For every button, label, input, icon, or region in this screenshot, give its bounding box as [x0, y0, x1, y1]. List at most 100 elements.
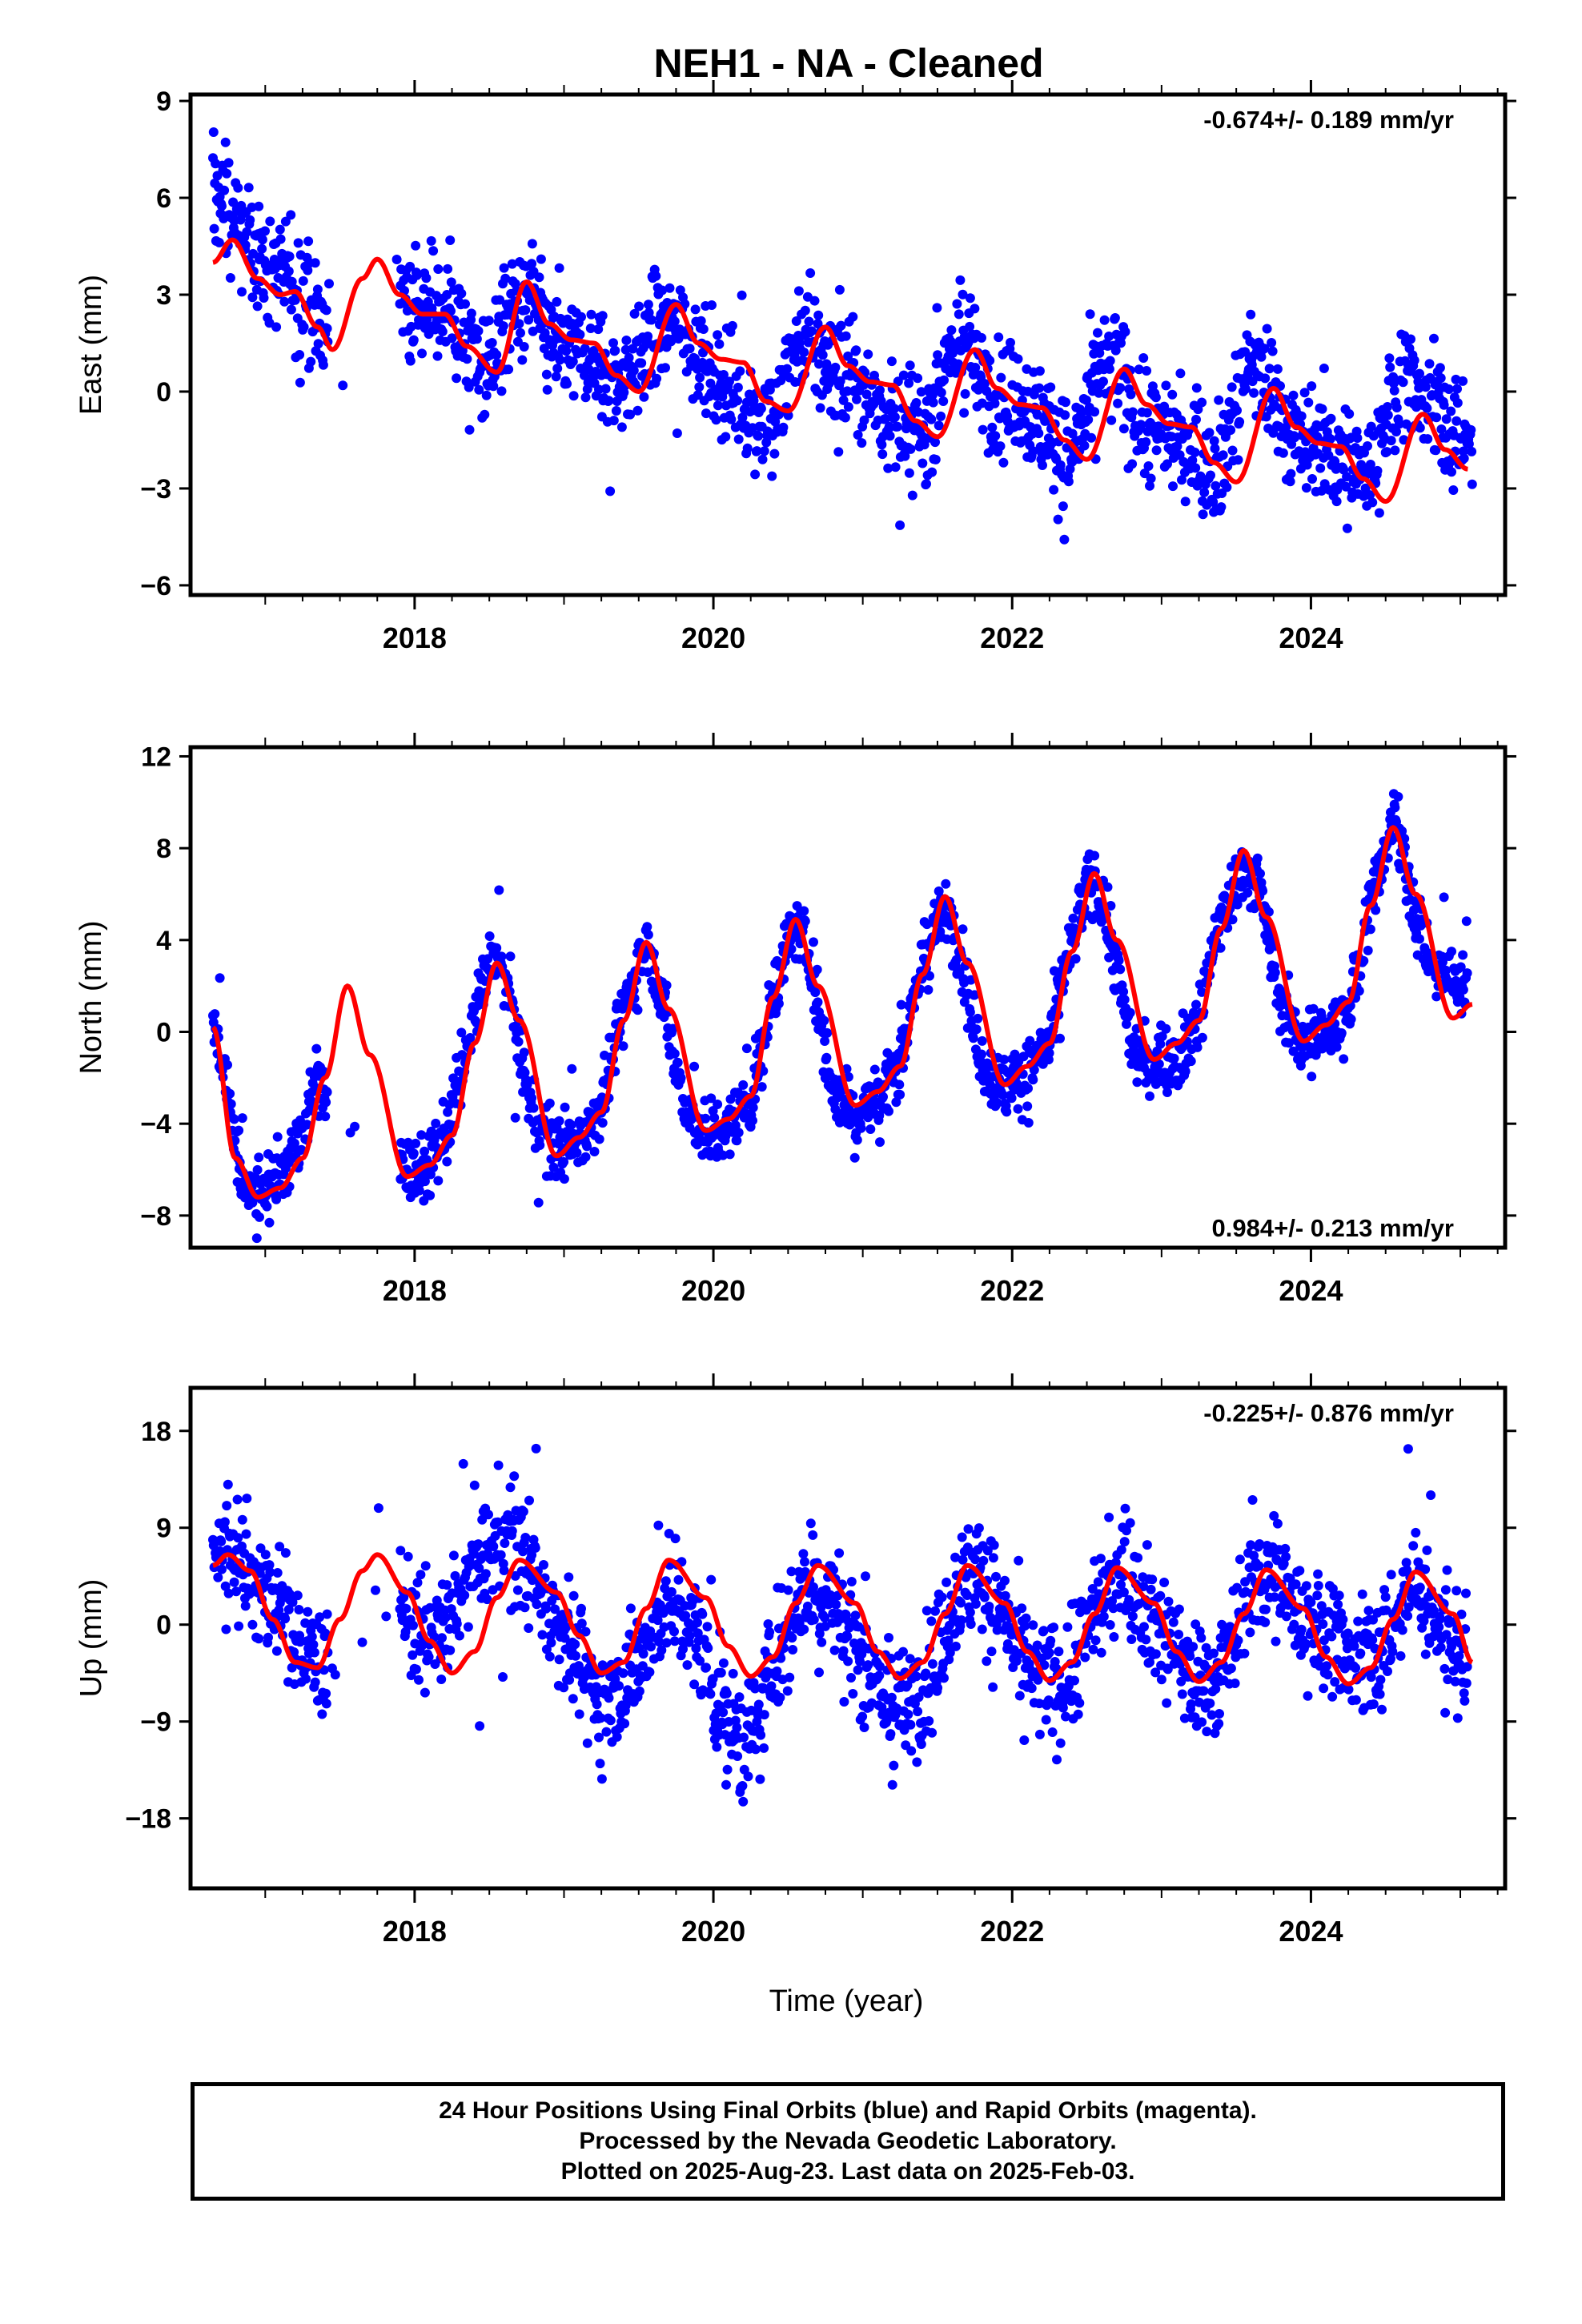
data-point	[1467, 479, 1477, 489]
data-point	[1104, 1512, 1114, 1522]
data-point	[403, 1551, 413, 1562]
data-point	[1216, 903, 1227, 912]
data-point	[986, 1647, 997, 1657]
data-point	[952, 299, 962, 309]
data-point	[1104, 332, 1114, 341]
data-point	[225, 273, 235, 283]
data-point	[257, 243, 267, 254]
data-point	[821, 1052, 832, 1063]
data-point	[812, 964, 822, 975]
data-point	[1260, 373, 1271, 384]
data-point	[540, 328, 550, 338]
data-point	[978, 1555, 989, 1566]
data-point	[620, 1719, 630, 1729]
data-point	[428, 246, 439, 256]
data-point	[804, 316, 814, 327]
data-point	[580, 1626, 591, 1637]
data-point	[1145, 480, 1154, 491]
data-point	[568, 1694, 578, 1704]
data-point	[1435, 373, 1446, 384]
data-point	[420, 1146, 430, 1156]
data-point	[680, 299, 690, 309]
data-point	[1038, 460, 1047, 470]
data-point	[875, 1137, 885, 1148]
data-point	[655, 1600, 665, 1610]
data-point	[416, 1570, 426, 1580]
data-point	[913, 373, 923, 384]
data-point	[1133, 1553, 1143, 1563]
data-point	[773, 999, 784, 1009]
data-point	[509, 1471, 520, 1482]
data-point	[417, 348, 427, 359]
data-point	[1325, 434, 1335, 444]
data-point	[1346, 1014, 1356, 1024]
data-point	[1094, 348, 1105, 358]
data-point	[834, 1548, 845, 1558]
data-point	[259, 293, 269, 303]
data-point	[618, 1041, 628, 1051]
data-point	[685, 1630, 695, 1641]
data-point	[560, 1633, 570, 1643]
data-point	[1023, 1084, 1033, 1094]
data-point	[689, 353, 700, 364]
data-point	[634, 1686, 644, 1696]
data-point	[608, 338, 618, 348]
data-point	[865, 1124, 876, 1134]
data-point	[464, 382, 474, 392]
data-point	[1020, 1621, 1030, 1631]
data-point	[1079, 440, 1090, 451]
data-point	[725, 376, 734, 387]
data-point	[237, 287, 247, 297]
data-point	[881, 413, 891, 424]
data-point	[959, 408, 970, 418]
data-point	[1126, 1634, 1137, 1644]
data-point	[846, 1673, 856, 1683]
data-point	[1163, 1596, 1174, 1606]
data-point	[222, 168, 232, 179]
data-point	[1105, 356, 1115, 366]
data-point	[210, 1009, 220, 1019]
data-point	[611, 406, 621, 416]
data-point	[996, 372, 1006, 383]
data-point	[456, 1027, 467, 1038]
y-tick-label: 6	[156, 183, 171, 214]
data-point	[1290, 432, 1300, 443]
data-point	[853, 430, 863, 440]
data-point	[519, 342, 529, 352]
data-point	[1070, 923, 1079, 934]
data-point	[921, 1606, 932, 1616]
data-point	[500, 1538, 510, 1548]
data-point	[1034, 428, 1044, 439]
data-point	[1151, 445, 1162, 456]
data-point	[572, 1148, 582, 1158]
data-point	[697, 1609, 708, 1619]
data-point	[958, 924, 968, 935]
data-point	[661, 363, 670, 373]
data-point	[510, 1112, 520, 1123]
data-point	[1154, 1059, 1164, 1069]
data-point	[678, 1644, 688, 1655]
data-point	[718, 1658, 729, 1668]
data-point	[1344, 408, 1355, 419]
data-point	[979, 379, 990, 388]
data-point	[802, 1601, 813, 1611]
data-point	[721, 1688, 732, 1699]
data-point	[474, 1563, 484, 1574]
data-point	[1285, 476, 1295, 487]
data-point	[391, 255, 402, 264]
data-point	[321, 305, 331, 316]
data-point	[921, 479, 931, 489]
data-point	[1028, 1620, 1038, 1630]
y-axis-label: East (mm)	[74, 275, 108, 415]
data-point	[1068, 913, 1078, 923]
data-point	[283, 266, 294, 276]
data-point	[982, 1546, 993, 1556]
data-point	[1060, 410, 1070, 420]
data-point	[527, 1550, 537, 1560]
data-point	[541, 369, 552, 380]
data-point	[1006, 1093, 1017, 1104]
data-point	[313, 339, 323, 349]
data-point	[1246, 309, 1256, 320]
data-point	[1159, 401, 1170, 412]
data-point	[234, 1125, 244, 1136]
